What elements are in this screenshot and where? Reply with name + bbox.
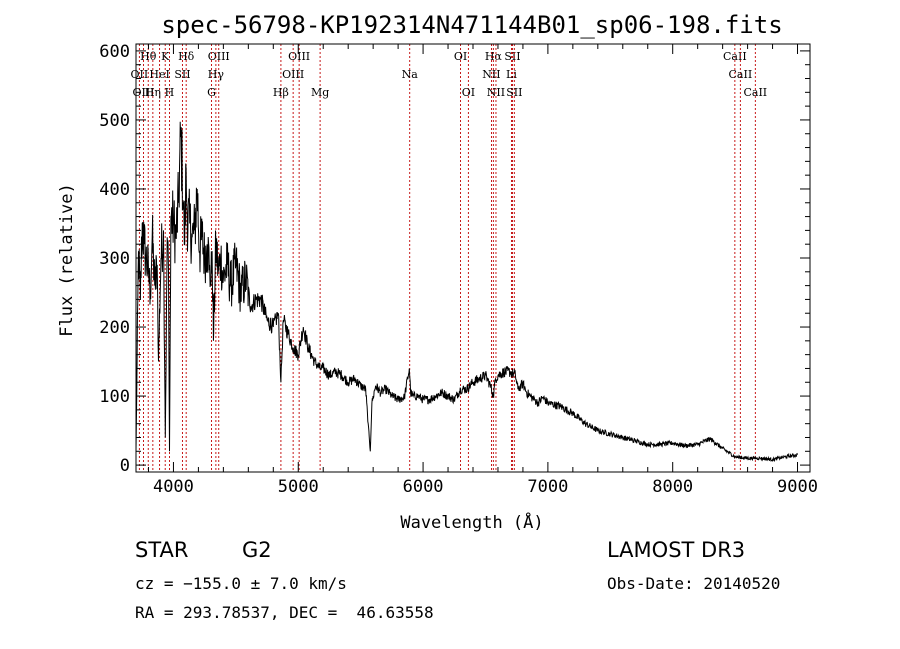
line-marker-label: Na: [402, 68, 419, 81]
line-marker-label: K: [161, 50, 170, 63]
line-marker-label: Li: [506, 68, 517, 81]
obs-date: Obs-Date: 20140520: [607, 574, 781, 593]
y-tick-label: 600: [99, 42, 130, 62]
line-marker-label: Hθ: [140, 50, 157, 63]
line-marker-label: G: [207, 86, 216, 99]
chart-title: spec-56798-KP192314N471144B01_sp06-198.f…: [161, 11, 782, 39]
y-tick-label: 100: [99, 387, 130, 407]
y-tick-label: 0: [120, 456, 130, 476]
line-marker-label: SII: [506, 86, 522, 99]
x-tick-label: 8000: [652, 477, 693, 497]
line-marker-label: H: [165, 86, 175, 99]
line-marker-label: NII: [487, 86, 505, 99]
y-tick-label: 300: [99, 249, 130, 269]
x-axis-label: Wavelength (Å): [400, 511, 543, 533]
line-marker-label: Mg: [311, 86, 329, 99]
line-marker-label: Hδ: [178, 50, 195, 63]
line-marker-label: OIII: [282, 68, 304, 81]
y-tick-label: 400: [99, 180, 130, 200]
line-marker-label: Hη: [145, 86, 161, 99]
axes: 4000 5000 6000 7000 8000 9000 0 100 200 300 400 500…: [99, 42, 818, 497]
y-tick-label: 200: [99, 318, 130, 338]
line-marker-label: OIII: [132, 86, 154, 99]
object-type: STAR: [135, 538, 189, 562]
x-tick-label: 6000: [403, 477, 444, 497]
redshift-text: cz = −155.0 ± 7.0 km/s: [135, 574, 347, 593]
x-tick-label: 9000: [777, 477, 818, 497]
line-marker-label: CaII: [743, 86, 767, 99]
line-marker-label: OII: [131, 68, 149, 81]
line-marker-label: OI: [462, 86, 475, 99]
x-tick-label: 5000: [278, 477, 319, 497]
line-marker-label: SII: [504, 50, 520, 63]
spectrum-line: [135, 121, 798, 463]
line-marker-label: Hβ: [273, 86, 289, 99]
line-marker-label: OI: [454, 50, 467, 63]
x-tick-label: 7000: [527, 477, 568, 497]
line-marker-label: Hα: [485, 50, 503, 63]
line-marker-label: NII: [482, 68, 500, 81]
line-marker-label: OIII: [288, 50, 310, 63]
spectral-subclass: G2: [242, 538, 272, 562]
y-axis-label: Flux (relative): [57, 183, 77, 337]
line-marker-label: SII: [174, 68, 190, 81]
line-marker-label: CaII: [729, 68, 753, 81]
line-marker-label: CaII: [723, 50, 747, 63]
x-tick-label: 4000: [153, 477, 194, 497]
coordinates: RA = 293.78537, DEC = 46.63558: [135, 603, 434, 622]
line-marker-label: OIII: [208, 50, 230, 63]
line-marker-label: Hγ: [208, 68, 225, 81]
line-marker-label: HeI: [149, 68, 169, 81]
y-tick-label: 500: [99, 111, 130, 131]
survey-name: LAMOST DR3: [607, 538, 746, 562]
